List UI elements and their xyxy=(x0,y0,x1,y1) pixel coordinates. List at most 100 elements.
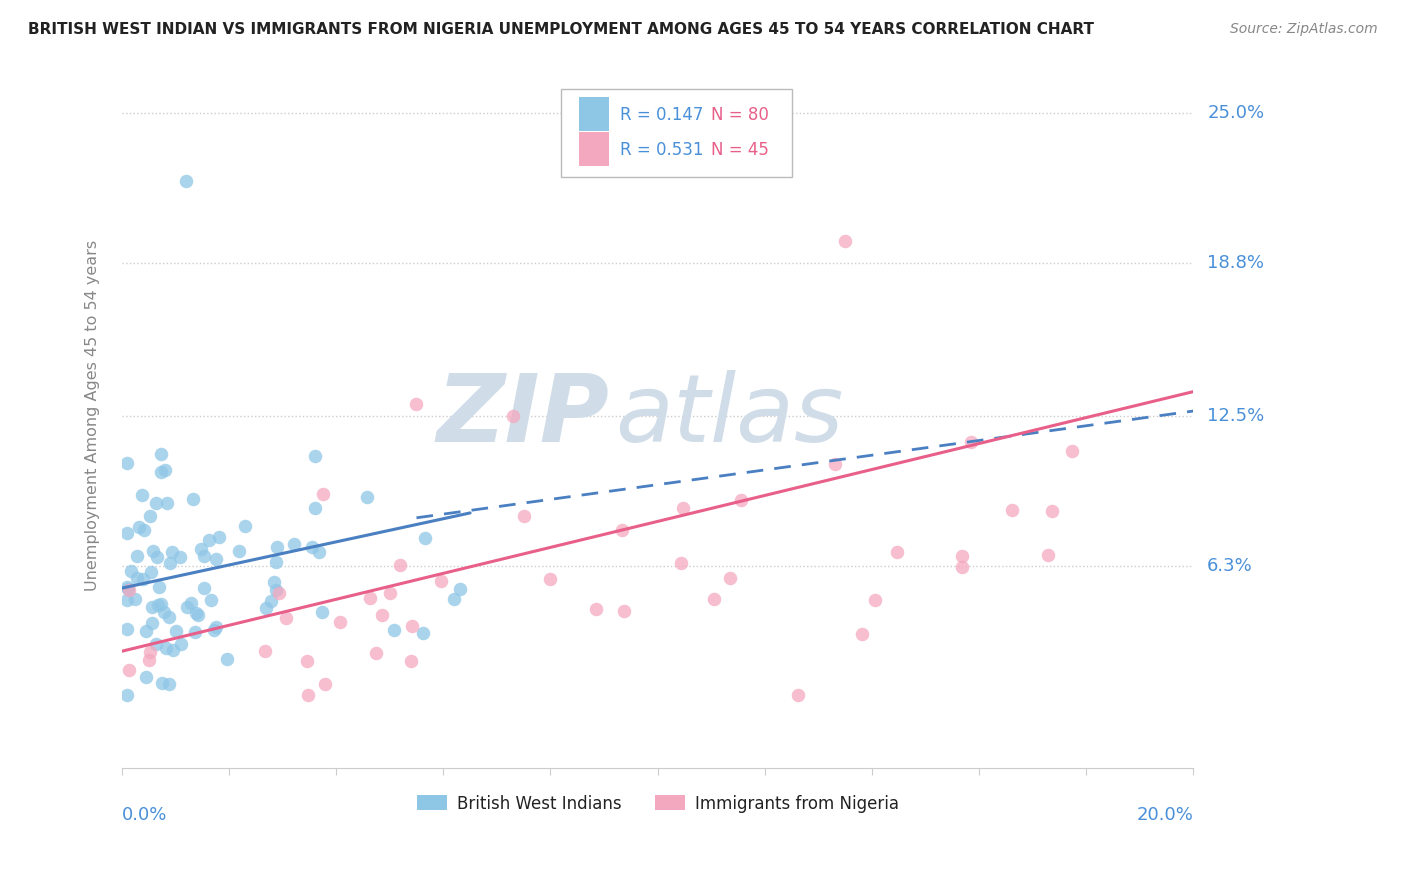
Point xyxy=(174,173,197,187)
Point xyxy=(389,558,412,573)
Point xyxy=(886,545,908,559)
Point xyxy=(159,677,181,691)
Point xyxy=(148,580,170,594)
Point xyxy=(180,596,202,610)
Point xyxy=(150,466,173,480)
Point xyxy=(115,593,138,607)
Point xyxy=(135,624,157,638)
Point xyxy=(166,624,188,638)
Point xyxy=(613,604,636,618)
Point xyxy=(260,593,283,607)
Point xyxy=(145,637,167,651)
Point xyxy=(371,608,394,623)
Point xyxy=(297,688,319,702)
Point xyxy=(155,640,177,655)
Text: atlas: atlas xyxy=(614,370,844,461)
Point xyxy=(115,456,138,470)
Point xyxy=(538,572,561,586)
Point xyxy=(851,627,873,641)
Point xyxy=(181,491,204,506)
Point xyxy=(187,607,209,622)
Text: 6.3%: 6.3% xyxy=(1208,558,1253,575)
Legend: British West Indians, Immigrants from Nigeria: British West Indians, Immigrants from Ni… xyxy=(411,788,905,819)
Point xyxy=(314,677,336,691)
Point xyxy=(1040,504,1063,518)
Point xyxy=(513,508,536,523)
Point xyxy=(160,545,183,559)
Point xyxy=(155,463,177,477)
Point xyxy=(304,449,326,463)
Point xyxy=(170,637,193,651)
Point xyxy=(308,545,330,559)
Point xyxy=(382,623,405,637)
Point xyxy=(960,434,983,449)
Point xyxy=(412,626,434,640)
Text: 0.0%: 0.0% xyxy=(122,806,167,824)
Point xyxy=(399,654,422,668)
Point xyxy=(329,615,352,630)
Point xyxy=(115,526,138,541)
Point xyxy=(115,580,138,594)
Point xyxy=(301,540,323,554)
Point xyxy=(138,653,160,667)
Point xyxy=(162,643,184,657)
Y-axis label: Unemployment Among Ages 45 to 54 years: Unemployment Among Ages 45 to 54 years xyxy=(86,240,100,591)
Point xyxy=(139,645,162,659)
Point xyxy=(233,519,256,533)
Point xyxy=(254,601,277,615)
Text: N = 45: N = 45 xyxy=(711,141,769,159)
Point xyxy=(430,574,453,589)
Point xyxy=(200,593,222,607)
Point xyxy=(120,564,142,578)
Point xyxy=(730,492,752,507)
Text: ZIP: ZIP xyxy=(436,370,609,462)
Point xyxy=(610,523,633,537)
Text: 25.0%: 25.0% xyxy=(1208,103,1264,121)
Point xyxy=(502,409,524,423)
Point xyxy=(141,615,163,630)
Bar xyxy=(579,97,609,131)
Point xyxy=(283,537,305,551)
Point xyxy=(1001,503,1024,517)
Point xyxy=(190,542,212,557)
Point xyxy=(117,582,139,596)
Point xyxy=(169,549,191,564)
Point xyxy=(131,572,153,586)
Text: 12.5%: 12.5% xyxy=(1208,407,1264,425)
Point xyxy=(267,585,290,599)
Point xyxy=(863,593,886,607)
Point xyxy=(228,544,250,558)
Point xyxy=(585,601,607,615)
Text: 18.8%: 18.8% xyxy=(1208,254,1264,272)
Point xyxy=(449,582,471,596)
Point xyxy=(176,600,198,615)
Point xyxy=(128,520,150,534)
Point xyxy=(204,620,226,634)
Point xyxy=(415,531,437,545)
Point xyxy=(1062,444,1084,458)
Bar xyxy=(579,132,609,166)
Point xyxy=(263,574,285,589)
Point xyxy=(155,495,177,509)
Point xyxy=(950,549,973,563)
Point xyxy=(669,556,692,570)
Text: N = 80: N = 80 xyxy=(711,106,769,124)
Point xyxy=(197,533,219,548)
Point xyxy=(378,586,401,600)
Point xyxy=(159,556,181,570)
Point xyxy=(152,605,174,619)
Point xyxy=(139,565,162,579)
Point xyxy=(157,609,180,624)
Point xyxy=(149,597,172,611)
Point xyxy=(359,591,381,605)
Point xyxy=(834,234,856,248)
Point xyxy=(141,600,163,615)
Point xyxy=(443,592,465,607)
Point xyxy=(405,397,427,411)
Point xyxy=(1036,549,1059,563)
Text: R = 0.531: R = 0.531 xyxy=(620,141,703,159)
Point xyxy=(118,663,141,677)
Point xyxy=(254,644,277,658)
Point xyxy=(146,550,169,565)
Point xyxy=(208,530,231,544)
